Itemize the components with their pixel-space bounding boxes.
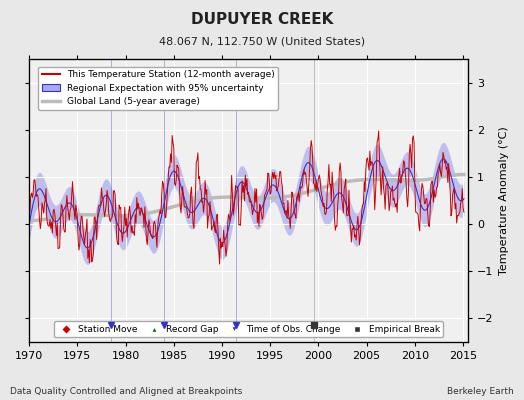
Text: 48.067 N, 112.750 W (United States): 48.067 N, 112.750 W (United States): [159, 36, 365, 46]
Text: Berkeley Earth: Berkeley Earth: [447, 387, 514, 396]
Legend: Station Move, Record Gap, Time of Obs. Change, Empirical Break: Station Move, Record Gap, Time of Obs. C…: [54, 321, 443, 338]
Y-axis label: Temperature Anomaly (°C): Temperature Anomaly (°C): [499, 126, 509, 275]
Text: Data Quality Controlled and Aligned at Breakpoints: Data Quality Controlled and Aligned at B…: [10, 387, 243, 396]
Text: DUPUYER CREEK: DUPUYER CREEK: [191, 12, 333, 27]
